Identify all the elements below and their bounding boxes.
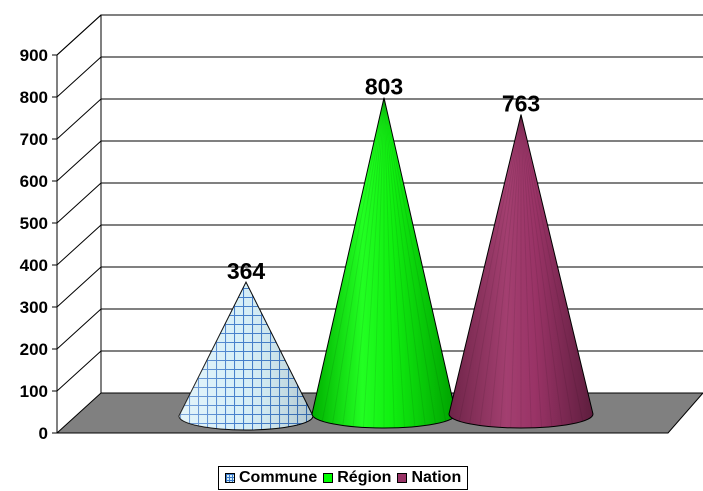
cone-rib <box>520 114 543 428</box>
cone-rib <box>383 97 406 428</box>
cone-region: 803 <box>311 74 457 429</box>
y-tick-label: 200 <box>20 340 48 359</box>
y-tick-label: 900 <box>20 46 48 65</box>
cone-rib <box>332 97 385 424</box>
cone-rib <box>499 114 522 428</box>
legend-label: Région <box>337 469 392 486</box>
legend-item-region: Région <box>323 469 391 487</box>
cone-rib <box>479 114 522 426</box>
y-tick-label: 400 <box>20 256 48 275</box>
cone-rib <box>520 114 553 427</box>
gridline-side <box>56 224 102 266</box>
gridline-side <box>56 14 102 56</box>
gridline-side <box>56 266 102 308</box>
legend-swatch-region <box>323 473 334 483</box>
cone-rib <box>520 114 573 424</box>
y-tick-label: 0 <box>39 424 48 443</box>
cone-rib <box>383 97 416 427</box>
legend-label: Commune <box>239 469 318 486</box>
cone-rib <box>362 97 385 428</box>
y-axis: 0 100 200 300 400 500 600 700 800 900 <box>20 46 58 443</box>
cone-rib <box>489 114 522 427</box>
legend: Commune Région Nation <box>218 466 469 490</box>
cone-shading <box>179 282 313 430</box>
y-tick-label: 800 <box>20 88 48 107</box>
y-tick-label: 500 <box>20 214 48 233</box>
legend-label: Nation <box>411 469 462 486</box>
cone-nation: 763 <box>448 91 594 429</box>
cone-rib <box>383 97 436 424</box>
cone-rib <box>383 97 395 428</box>
gridline-side <box>56 308 102 350</box>
cone-rib <box>383 97 447 422</box>
cone-rib <box>373 97 385 428</box>
cone-rib <box>321 97 385 422</box>
gridline-side <box>56 182 102 224</box>
legend-swatch-nation <box>397 473 408 483</box>
gridline-side <box>56 140 102 182</box>
cone-rib <box>458 114 522 422</box>
cone-body <box>448 114 594 429</box>
cone-rib <box>352 97 385 427</box>
data-label-region: 803 <box>365 74 403 100</box>
cone-commune: 364 <box>178 258 314 431</box>
y-tick-label: 700 <box>20 130 48 149</box>
legend-swatch-commune <box>225 473 235 483</box>
cone-rib <box>510 114 522 428</box>
cone-rib <box>520 114 563 426</box>
gridline-side <box>56 350 102 392</box>
cone-rib <box>469 114 522 424</box>
y-tick-label: 100 <box>20 382 48 401</box>
data-label-nation: 763 <box>502 91 540 117</box>
gridline-side <box>56 56 102 98</box>
cone-series: 364 803 763 <box>178 74 594 431</box>
data-label-commune: 364 <box>227 258 266 284</box>
cone-rib <box>383 97 426 426</box>
gridline-side <box>56 98 102 140</box>
cone-rib <box>342 97 385 426</box>
y-tick-label: 300 <box>20 298 48 317</box>
legend-item-nation: Nation <box>397 469 461 487</box>
cone-rib <box>520 114 584 422</box>
legend-item-commune: Commune <box>225 469 317 487</box>
cone-rib <box>520 114 532 428</box>
y-tick-label: 600 <box>20 172 48 191</box>
